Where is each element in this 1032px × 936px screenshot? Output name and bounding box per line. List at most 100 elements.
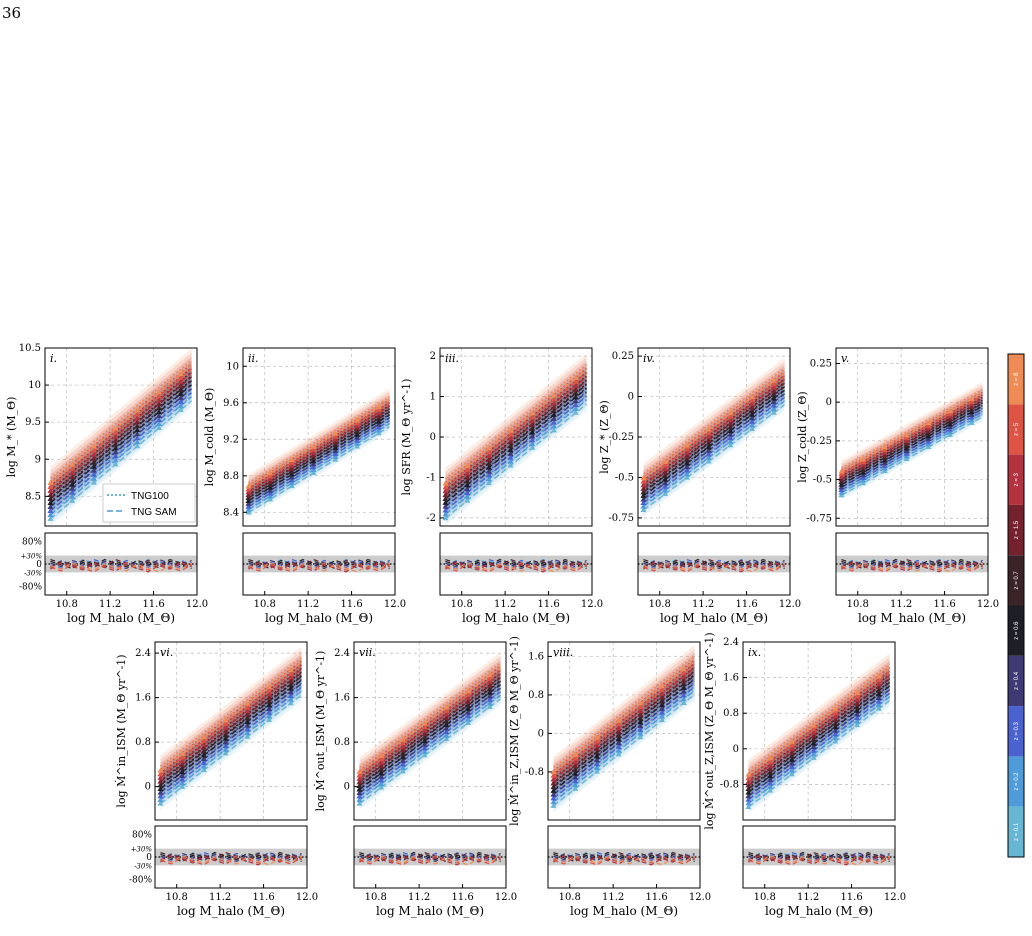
ratio-line-z2 (248, 558, 390, 570)
sam-marker (854, 722, 860, 728)
sam-marker (788, 756, 795, 762)
sam-marker (442, 499, 449, 505)
sam-marker (399, 747, 406, 753)
colorbar-segment (1008, 454, 1024, 505)
sam-marker (354, 423, 360, 429)
sam-marker (47, 488, 54, 494)
sam-marker (200, 759, 207, 765)
sam-marker (529, 441, 536, 447)
sam-marker (529, 417, 536, 423)
sam-marker (375, 421, 382, 427)
sam-marker (485, 472, 492, 478)
sam-marker (572, 394, 579, 400)
sam-marker (860, 464, 867, 470)
sam-marker (375, 412, 382, 418)
sam-marker (550, 787, 557, 793)
sam-marker (310, 446, 317, 452)
sam-marker (572, 409, 579, 415)
colorbar-label: z = 5 (1014, 422, 1020, 436)
sam-marker (860, 474, 867, 480)
sam-line-z0 (49, 400, 193, 520)
sam-marker (267, 484, 274, 490)
sam-marker (968, 396, 975, 402)
sam-marker (486, 679, 493, 685)
band-z2 (359, 677, 501, 803)
sam-marker (179, 769, 186, 775)
sam-marker (485, 464, 492, 470)
xtick-label: 11.2 (408, 892, 430, 903)
sam-marker (640, 489, 647, 495)
xtick-label: 11.6 (537, 599, 559, 610)
sam-marker (854, 718, 860, 724)
sam-line-z7 (49, 372, 193, 492)
sam-marker (310, 458, 317, 464)
sam-marker (157, 767, 164, 773)
sam-marker (947, 431, 953, 437)
main-axes (835, 347, 989, 527)
sam-marker (745, 775, 752, 781)
colorbar-label: z = 1.5 (1014, 520, 1020, 539)
sam-marker (767, 758, 774, 764)
sam-line-z0 (359, 698, 501, 805)
sam-marker (745, 793, 752, 799)
ytick-label: 0 (430, 432, 436, 443)
band-z3 (359, 673, 501, 799)
sam-marker (288, 457, 295, 463)
sam-marker (593, 757, 600, 763)
xtick-label: 10.8 (559, 892, 581, 903)
sam-marker (810, 747, 817, 753)
sam-marker (745, 789, 752, 795)
sam-marker (881, 462, 888, 468)
sam-marker (925, 420, 932, 426)
sam-marker (749, 408, 755, 414)
xtick-label: 11.6 (840, 892, 862, 903)
sam-line-z1 (748, 696, 890, 804)
panel-5: -0.75 -0.5 -0.25 0 0.25 v. log Z_cold (Z_Θ) 10.… (796, 347, 999, 625)
sam-marker (507, 454, 514, 460)
sam-line-z5 (359, 680, 501, 787)
sam-marker (378, 763, 385, 769)
ratio-line-z7 (553, 855, 695, 866)
sam-marker (47, 515, 54, 521)
sam-marker (266, 691, 272, 697)
sam-marker (881, 452, 888, 458)
sam-marker (200, 745, 207, 751)
sam-marker (244, 733, 251, 739)
sam-marker (112, 437, 119, 443)
sam-marker (838, 492, 845, 498)
sam-marker (749, 425, 755, 431)
sam-marker (222, 721, 229, 727)
sam-marker (832, 731, 839, 737)
ratio-tick-label: -30% (134, 862, 152, 870)
sam-marker (375, 404, 382, 410)
ratio-axes (835, 532, 989, 596)
ytick-label: 2.4 (334, 648, 350, 659)
sam-marker (854, 704, 860, 710)
sam-marker (788, 742, 795, 748)
sam-marker (332, 436, 339, 442)
sam-marker (662, 483, 669, 489)
sam-marker (69, 489, 76, 495)
main-axes (242, 347, 396, 527)
sam-marker (443, 718, 450, 724)
sam-marker (134, 419, 141, 425)
sam-marker (640, 485, 647, 491)
sam-marker (356, 800, 363, 806)
sam-marker (69, 481, 76, 487)
sam-line-z4 (49, 384, 193, 504)
sam-marker (767, 762, 774, 768)
sam-marker (770, 399, 777, 405)
sam-marker (810, 736, 817, 742)
sam-line-z3 (49, 388, 193, 508)
sam-marker (881, 446, 888, 452)
sam-marker (683, 446, 690, 452)
sam-marker (245, 483, 252, 489)
sam-marker (287, 689, 294, 695)
sam-marker (947, 408, 953, 414)
ratio-tick-label: 80% (132, 831, 152, 841)
sam-marker (200, 763, 207, 769)
sam-marker (593, 753, 600, 759)
sam-marker (903, 440, 910, 446)
ratio-line-z9 (248, 562, 390, 573)
sam-marker (529, 410, 536, 416)
